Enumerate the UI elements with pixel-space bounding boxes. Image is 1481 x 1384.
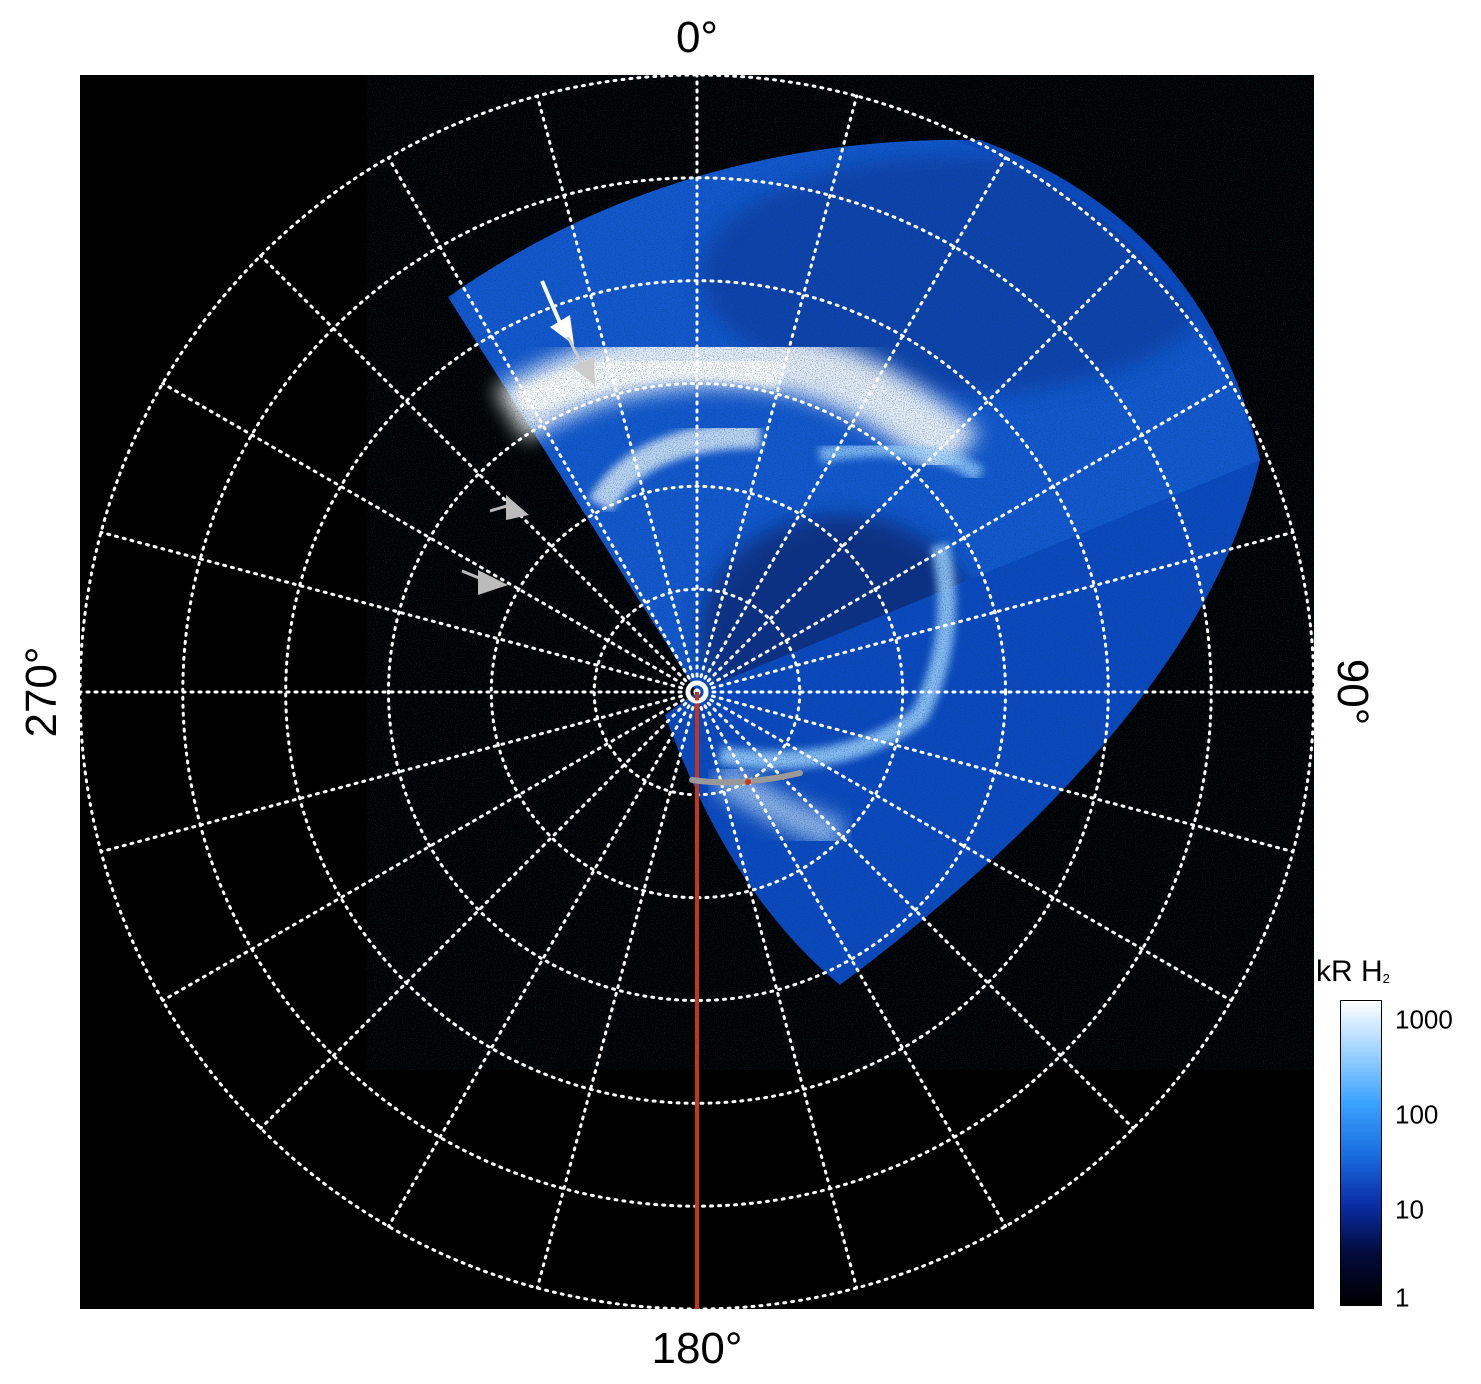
grid-spoke — [161, 690, 699, 1002]
grid-spoke — [695, 94, 859, 694]
grid-spoke — [695, 690, 1233, 1002]
colorbar — [1340, 1000, 1382, 1306]
grid-ring — [387, 382, 1007, 1002]
gray-track-line — [689, 770, 803, 786]
grid-spoke — [99, 690, 699, 854]
colorbar-tick-label: 1000 — [1395, 1004, 1453, 1035]
grid-spoke — [695, 382, 1233, 694]
polar-grid — [80, 75, 1314, 1309]
track-marker — [745, 779, 751, 785]
colorbar-title-subscript: 2 — [1382, 971, 1390, 986]
polar-plot-panel — [80, 75, 1314, 1309]
azimuth-label-bottom: 180° — [651, 1324, 743, 1373]
grid-spoke — [695, 156, 1007, 694]
pole-marker — [685, 680, 709, 704]
arrow-gray-2 — [489, 495, 529, 520]
grid-spoke — [161, 382, 699, 694]
grid-spoke — [387, 156, 699, 694]
grid-spoke — [695, 530, 1295, 694]
polar-projection — [80, 75, 1314, 1309]
colorbar-tick-label: 100 — [1395, 1099, 1439, 1130]
grid-spoke — [695, 254, 1135, 694]
grid-spoke — [695, 690, 1135, 1130]
arrow-gray-3 — [461, 569, 508, 595]
grid-spoke — [99, 530, 699, 694]
aurora-emission-image — [448, 139, 1260, 986]
grid-spoke — [259, 254, 699, 694]
colorbar-title-text: kR H — [1316, 955, 1383, 988]
colorbar-title: kR H2 — [1316, 955, 1390, 989]
arrow-gray-1 — [566, 336, 595, 385]
grid-spoke — [535, 94, 699, 694]
grid-spoke — [695, 690, 859, 1290]
grid-spoke — [535, 690, 699, 1290]
grid-spoke — [695, 690, 1295, 854]
grid-spoke — [259, 690, 699, 1130]
azimuth-label-top: 0° — [675, 13, 719, 62]
colorbar-tick-label: 10 — [1395, 1194, 1424, 1225]
azimuth-label-left: 270° — [17, 646, 66, 738]
azimuth-label-right: 90° — [1328, 658, 1377, 726]
grid-spoke — [387, 690, 699, 1228]
colorbar-tick-label: 1 — [1395, 1282, 1410, 1313]
